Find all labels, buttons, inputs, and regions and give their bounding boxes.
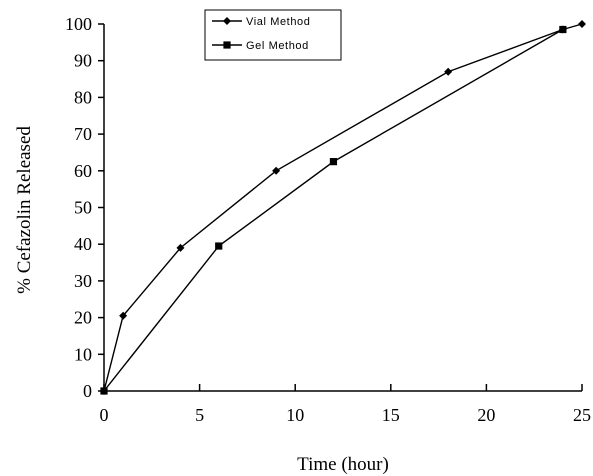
y-ticks: 0 10 20 30 40 50 60 70 80 90 100 <box>65 14 104 401</box>
x-tick-label: 10 <box>286 405 304 425</box>
data-point <box>272 166 281 175</box>
data-point <box>119 311 128 320</box>
y-tick-label: 30 <box>74 271 92 291</box>
series-2 <box>100 25 567 395</box>
y-tick-label: 40 <box>74 234 92 254</box>
x-axis-title: Time (hour) <box>297 454 389 475</box>
data-point <box>215 242 223 250</box>
y-tick-label: 60 <box>74 161 92 181</box>
x-tick-label: 5 <box>195 405 204 425</box>
x-tick-label: 0 <box>100 405 109 425</box>
y-tick-label: 70 <box>74 124 92 144</box>
y-tick-label: 90 <box>74 51 92 71</box>
legend-marker <box>223 17 231 25</box>
series-layer <box>100 20 586 395</box>
legend-label: Vial Method <box>246 16 311 28</box>
series-1 <box>100 20 586 395</box>
data-point <box>176 243 185 252</box>
series-line <box>103 28 564 392</box>
y-tick-label: 80 <box>74 87 92 107</box>
x-tick-label: 20 <box>477 405 495 425</box>
x-tick-label: 25 <box>573 405 591 425</box>
x-ticks: 0 5 10 15 20 25 <box>100 384 591 425</box>
legend-marker <box>223 41 231 49</box>
y-tick-label: 20 <box>74 308 92 328</box>
data-point <box>559 25 567 34</box>
y-tick-label: 100 <box>65 14 92 34</box>
legend-label: Gel Method <box>246 40 309 52</box>
y-tick-label: 10 <box>74 344 92 364</box>
data-point <box>444 67 453 76</box>
series-line <box>103 23 583 392</box>
legend: Vial Method Gel Method <box>204 9 342 61</box>
data-point <box>100 387 108 395</box>
x-tick-label: 15 <box>382 405 400 425</box>
y-tick-label: 0 <box>83 381 92 401</box>
y-axis-title: % Cefazolin Released <box>14 126 35 294</box>
y-tick-label: 50 <box>74 198 92 218</box>
axes <box>103 24 582 392</box>
data-point <box>578 20 586 28</box>
data-point <box>329 158 338 166</box>
